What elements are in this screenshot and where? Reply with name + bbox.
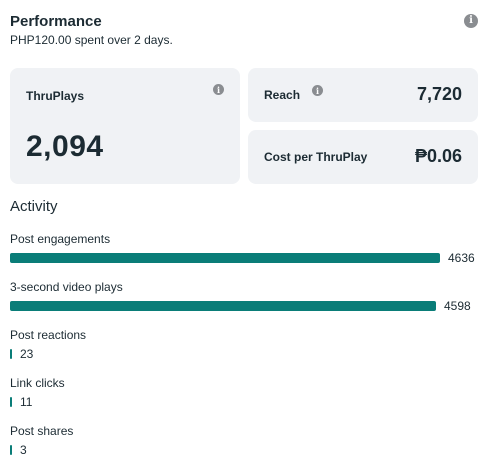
metric-link-clicks: Link clicks 11	[10, 375, 480, 409]
metric-value: 23	[20, 347, 34, 361]
performance-header: Performance PHP120.00 spent over 2 days.…	[10, 12, 480, 48]
metric-post-reactions: Post reactions 23	[10, 327, 480, 361]
info-icon[interactable]: i	[464, 14, 478, 28]
cost-per-thruplay-value: ₱0.06	[414, 146, 462, 166]
metric-row: 23	[10, 347, 480, 361]
metric-label: 3-second video plays	[10, 280, 123, 294]
metric-bar	[10, 349, 12, 359]
metric-row: 4598	[10, 299, 480, 313]
thruplays-value: 2,094	[26, 130, 104, 163]
performance-title: Performance	[10, 13, 102, 30]
metric-row: 11	[10, 395, 480, 409]
thruplays-card: ThruPlays i 2,094	[10, 68, 240, 184]
activity-title: Activity	[10, 198, 58, 215]
metric-3-second-video-plays: 3-second video plays 4598	[10, 279, 480, 313]
metric-value: 4636	[448, 251, 475, 265]
thruplays-label: ThruPlays	[26, 89, 85, 103]
metric-label: Link clicks	[10, 376, 65, 390]
metric-bar	[10, 253, 440, 263]
info-icon[interactable]: i	[312, 85, 323, 96]
metric-value: 3	[20, 443, 27, 457]
metric-value: 11	[20, 395, 33, 409]
days-count: 2	[134, 33, 141, 47]
reach-value: 7,720	[416, 84, 462, 104]
metric-label: Post engagements	[10, 232, 111, 246]
days-text: days.	[140, 33, 173, 47]
spent-text: spent over	[71, 33, 135, 47]
performance-subtitle: PHP120.00 spent over 2 days.	[10, 32, 480, 48]
metric-row: 4636	[10, 251, 480, 265]
metric-label: Post shares	[10, 424, 74, 438]
cost-per-thruplay-card: Cost per ThruPlay ₱0.06	[248, 130, 478, 184]
reach-card: Reach i 7,720	[248, 68, 478, 122]
metric-bar	[10, 445, 12, 455]
cost-per-thruplay-label: Cost per ThruPlay	[264, 150, 368, 164]
metric-post-shares: Post shares 3	[10, 423, 480, 457]
metric-label: Post reactions	[10, 328, 87, 342]
metric-bar	[10, 301, 436, 311]
metric-bar	[10, 397, 12, 407]
info-icon[interactable]: i	[213, 84, 224, 95]
metric-row: 3	[10, 443, 480, 457]
reach-label: Reach	[264, 88, 301, 102]
metric-value: 4598	[444, 299, 471, 313]
metric-post-engagements: Post engagements 4636	[10, 231, 480, 265]
amount-spent: PHP120.00	[10, 33, 72, 47]
